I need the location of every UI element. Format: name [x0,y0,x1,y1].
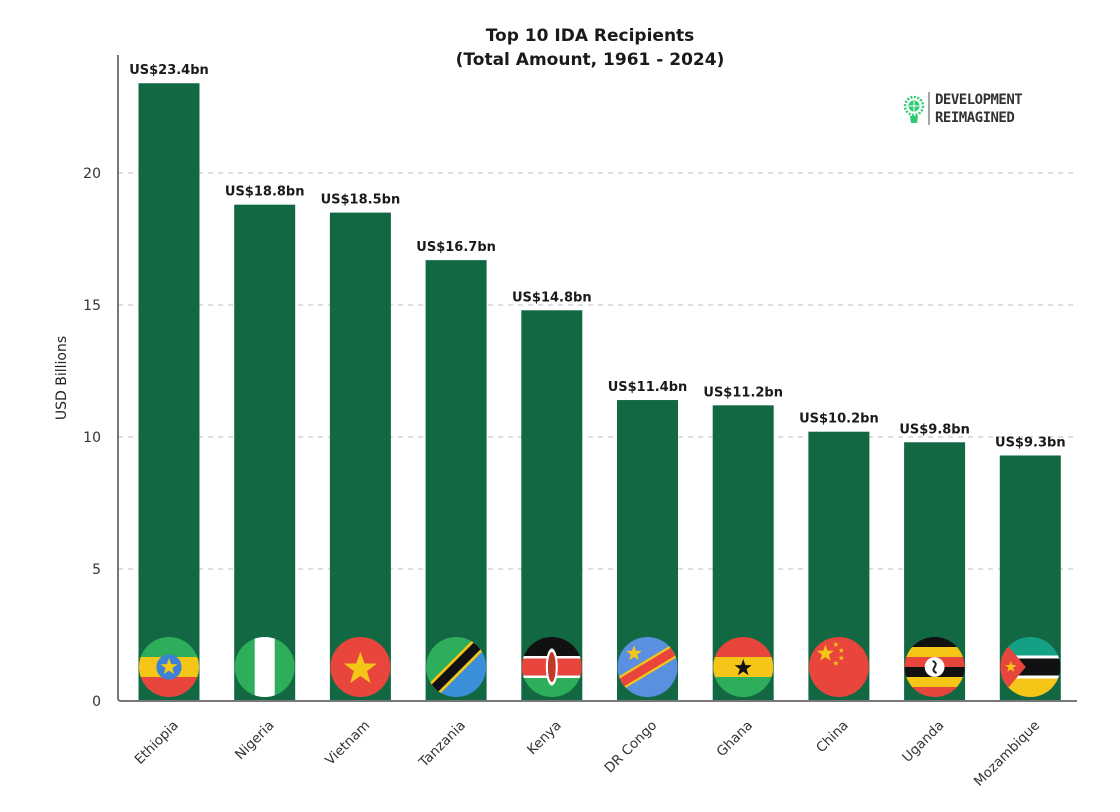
chart-title-line-1: Top 10 IDA Recipients [486,26,695,46]
brand-logo: DEVELOPMENT REIMAGINED [903,92,1023,126]
bar-kenya [521,310,583,701]
bar-ethiopia [138,83,200,702]
axis-frame [117,55,1077,702]
flags [139,637,1061,697]
x-category-label: Nigeria [232,718,277,763]
logo-text-line-2: REIMAGINED [935,110,1014,126]
kenya-flag-icon [521,637,582,697]
x-category-label: Mozambique [971,718,1043,790]
data-label: US$16.7bn [416,240,496,255]
y-tick-label: 15 [83,298,101,314]
bar-nigeria [234,204,296,701]
y-axis-ticks: 0 5 10 15 20 [83,166,101,710]
ethiopia-flag-icon [139,637,199,697]
china-flag-icon [808,637,869,697]
vietnam-flag-icon [330,637,391,697]
x-category-label: Uganda [899,718,947,766]
dr-congo-flag-icon [617,637,678,697]
data-label: US$9.3bn [995,435,1066,450]
chart-title-line-2: (Total Amount, 1961 - 2024) [456,50,725,70]
lightbulb-globe-icon [903,95,925,123]
bar-tanzania [425,260,487,701]
data-label: US$18.8bn [225,185,305,200]
y-tick-label: 20 [83,166,101,182]
tanzania-flag-icon [426,637,487,697]
mozambique-flag-icon [1000,637,1061,697]
y-tick-label: 0 [92,694,101,710]
x-category-label: Tanzania [415,718,469,772]
data-label: US$10.2bn [799,412,879,427]
uganda-flag-icon [904,637,965,697]
x-category-label: DR Congo [602,718,661,777]
data-label: US$9.8bn [899,422,970,437]
bar-vietnam [329,212,391,701]
bars [138,83,1061,702]
y-tick-label: 10 [83,430,101,446]
data-labels: US$23.4bn US$18.8bn US$18.5bn US$16.7bn US$1… [129,63,1065,450]
ghana-flag-icon [713,637,774,697]
x-category-label: Kenya [524,718,565,759]
data-label: US$23.4bn [129,63,209,78]
nigeria-flag-icon [234,637,295,697]
x-category-label: Ghana [714,718,757,761]
x-category-label: China [813,718,852,757]
x-category-label: Vietnam [322,718,373,769]
y-tick-label: 5 [92,562,101,578]
x-category-label: Ethiopia [132,718,182,768]
x-axis-categories: Ethiopia Nigeria Vietnam Tanzania Kenya DR Co… [132,718,1043,790]
data-label: US$11.2bn [703,385,783,400]
y-axis-label: USD Billions [54,336,70,420]
data-label: US$11.4bn [608,380,688,395]
data-label: US$14.8bn [512,290,592,305]
data-label: US$18.5bn [321,193,401,208]
logo-text-line-1: DEVELOPMENT [935,92,1022,108]
